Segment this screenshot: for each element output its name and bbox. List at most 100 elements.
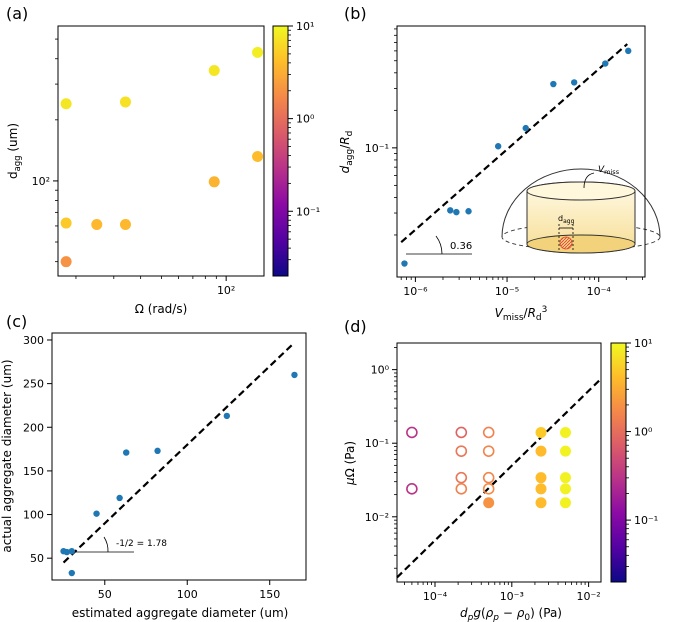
panel-d-xlabel: dpg(ρp − ρ0) (Pa): [460, 606, 562, 622]
panel-b-data-point: [453, 208, 460, 216]
panel-c-slope-arc: [103, 536, 109, 553]
panel-b: 0.36 dagg Vmiss 10⁻⁶ 10⁻⁵ 10⁻⁴ 10⁻¹ Vmiss/R…: [338, 25, 661, 323]
inset-volume-pointer: [583, 172, 595, 189]
panel-a-data-point: [252, 150, 264, 162]
panel-c-data-point: [223, 412, 231, 420]
panel-d-fit-line: [396, 378, 602, 579]
panel-c-fit-line: [62, 341, 296, 564]
panel-c-slope-label: -1/2 = 1.78: [116, 539, 167, 549]
panel-d-data-point-open: [455, 426, 468, 439]
panel-a: 10² 10² Ω (rad/s) dagg (um) 10¹ 10⁰ 10⁻¹: [6, 20, 320, 316]
panel-a-data-point: [208, 65, 220, 77]
panel-label-b: (b): [344, 4, 367, 23]
panel-a-colorbar-gradient: [272, 25, 289, 277]
panel-b-xlabel: Vmiss/Rd3: [495, 305, 548, 323]
panel-b-data-point: [522, 124, 529, 132]
panel-d-data-point-filled: [559, 483, 571, 495]
panel-c-ylabel: actual aggregate diameter (um): [0, 359, 14, 552]
panel-a-colorbar-tick-label: 10⁰: [296, 113, 315, 126]
panel-c-data-point: [93, 510, 100, 517]
panel-b-data-point: [625, 47, 632, 55]
panel-c-y-tick-label: 200: [23, 421, 44, 434]
panel-a-colorbar-tick-label: 10¹: [296, 20, 314, 33]
panel-c-y-tick-label: 250: [23, 378, 44, 391]
panel-d-colorbar-tick-label: 10⁻¹: [634, 514, 658, 527]
panel-d-data-point-filled: [483, 497, 495, 509]
panel-d-data-point-filled: [559, 497, 571, 509]
panel-c-ticks: 50 100 150 50 100 150 200 250 300: [23, 334, 280, 601]
panel-a-data-point: [91, 218, 103, 230]
panel-c-data-point: [154, 447, 161, 455]
panel-a-data-point: [208, 176, 220, 188]
inset-cylinder-bottom: [526, 234, 636, 254]
panel-d-y-tick-label: 10⁻²: [365, 511, 389, 524]
panel-b-fit: [400, 43, 628, 244]
inset-aggregate-icon: [559, 236, 573, 250]
panel-d-data-point-filled: [535, 426, 547, 438]
panel-d-colorbar-tick-label: 10⁰: [634, 426, 653, 439]
panel-b-data-point: [401, 260, 408, 267]
panel-a-frame: [57, 25, 265, 277]
panel-b-points: [401, 47, 632, 267]
panel-b-x-tick-label: 10⁻⁴: [587, 285, 612, 298]
panel-a-colorbar-tick-label: 10⁻¹: [296, 205, 320, 218]
panel-d-data-point-filled: [535, 472, 547, 484]
panel-d-data-point-filled: [559, 426, 571, 438]
panel-b-inset: dagg Vmiss: [501, 165, 661, 254]
panel-c-x-tick-label: 150: [259, 588, 280, 601]
panel-label-c: (c): [6, 312, 27, 331]
panel-b-x-tick-label: 10⁻⁵: [495, 285, 519, 298]
panel-d-data-point-filled: [535, 445, 547, 457]
panel-a-colorbar-ticks: 10¹ 10⁰ 10⁻¹: [288, 20, 320, 261]
panel-b-frame: [396, 25, 646, 278]
panel-d-data-point-open: [455, 445, 468, 457]
panel-b-ylabel: dagg/Rd: [338, 131, 355, 174]
panel-c-xlabel: estimated aggregate diameter (um): [72, 606, 289, 620]
panel-d-x-tick-label: 10⁻²: [576, 590, 600, 603]
inset-volume-label: Vmiss: [598, 165, 620, 176]
panel-d-ylabel: μΩ (Pa): [343, 441, 357, 486]
panel-c-y-tick-label: 50: [30, 552, 44, 565]
panel-c-x-tick-label: 50: [98, 588, 112, 601]
panel-a-xlabel: Ω (rad/s): [135, 302, 188, 316]
panel-label-d: (d): [344, 317, 367, 336]
panel-a-x-tick-label: 10²: [217, 284, 235, 297]
panel-c-data-point: [63, 548, 71, 556]
panel-c-data-point: [291, 371, 298, 379]
inset-diameter-label: dagg: [558, 214, 575, 225]
panel-d-data-point-open: [482, 471, 495, 484]
panel-d-x-tick-label: 10⁻⁴: [423, 590, 448, 603]
panel-b-slope-label: 0.36: [450, 241, 472, 252]
panel-b-fit-line: [400, 43, 628, 244]
panel-d-points: [406, 426, 571, 509]
panel-c-y-tick-label: 300: [23, 334, 44, 347]
panel-a-data-point: [60, 256, 72, 268]
panel-c-y-tick-label: 150: [23, 465, 44, 478]
panel-d-data-point-filled: [559, 472, 571, 484]
panel-a-colorbar: 10¹ 10⁰ 10⁻¹: [272, 20, 320, 277]
panel-d-fit: [396, 378, 602, 579]
panel-d-colorbar: 10¹ 10⁰ 10⁻¹: [610, 337, 658, 583]
panel-d-y-tick-label: 10⁰: [371, 364, 390, 377]
panel-b-data-point: [447, 207, 454, 214]
panel-d-data-point-open: [406, 426, 418, 439]
panel-d-y-tick-label: 10⁻¹: [365, 437, 389, 450]
panel-a-data-point: [60, 98, 72, 110]
panel-a-y-tick-label: 10²: [32, 175, 50, 188]
panel-c: -1/2 = 1.78 50 100 150 50 100 150 200 250 300 es…: [0, 332, 307, 620]
panel-c-data-point: [68, 569, 75, 577]
panel-d-data-point-filled: [535, 497, 547, 509]
panel-d-colorbar-ticks: 10¹ 10⁰ 10⁻¹: [626, 337, 658, 567]
panel-a-data-point: [119, 218, 131, 230]
panel-b-data-point: [550, 80, 557, 88]
panel-c-points: [60, 371, 298, 577]
panel-c-fit: [62, 341, 296, 564]
inset-cylinder-top: [526, 181, 636, 201]
panel-d: 10⁻⁴ 10⁻³ 10⁻² 10⁻² 10⁻¹ 10⁰ dpg(ρp − ρ0) (Pa…: [343, 337, 658, 622]
panel-c-data-point: [123, 449, 130, 456]
panel-c-data-point: [68, 547, 75, 555]
panel-a-data-point: [60, 217, 72, 229]
panel-b-data-point: [570, 79, 578, 86]
panel-a-ylabel: dagg (um): [6, 123, 23, 179]
